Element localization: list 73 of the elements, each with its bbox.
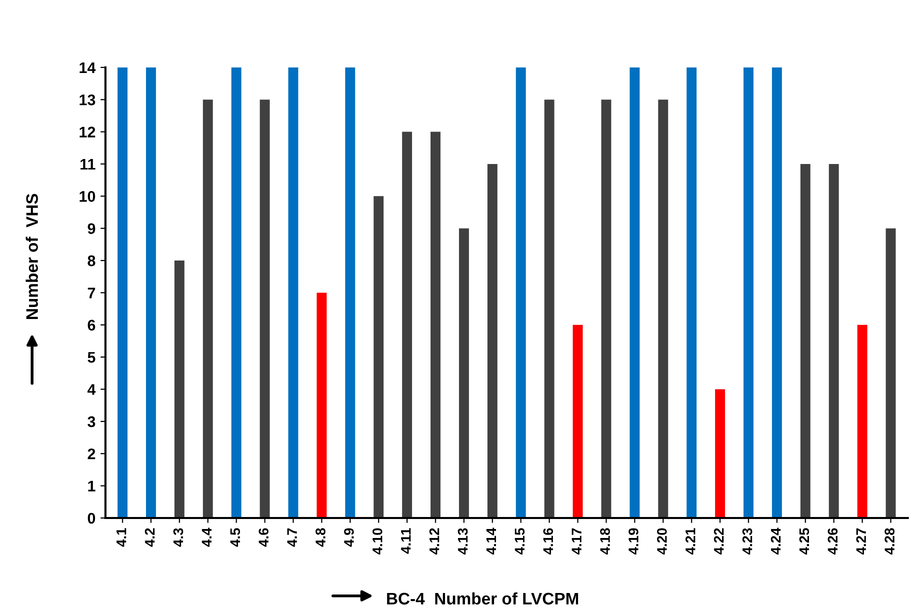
y-tick-label: 4: [87, 384, 96, 395]
x-tick-label: 4.18: [600, 528, 610, 555]
y-tick-label: 5: [88, 352, 96, 363]
y-tick-label: 3: [88, 416, 96, 428]
bar: [231, 67, 242, 518]
y-tick-label: 2: [88, 448, 96, 460]
x-tick-label: 4.16: [543, 528, 554, 555]
bar: [630, 67, 640, 518]
bar: [402, 132, 412, 518]
x-tick-label: 4.23: [742, 528, 752, 555]
bar: [146, 67, 156, 518]
y-tick-label: 10: [80, 191, 96, 202]
y-tick-label: 0: [88, 512, 96, 524]
x-tick-label: 4.21: [685, 528, 696, 555]
bar: [288, 67, 298, 518]
x-tick-label: 4.3: [173, 528, 184, 547]
y-tick-label: 7: [88, 288, 96, 298]
x-tick-label: 4.19: [628, 528, 638, 555]
x-tick-label: 4.8: [316, 528, 326, 547]
x-tick-label: 4.14: [486, 528, 496, 555]
y-tick-label: 14: [80, 62, 96, 73]
bar: [458, 228, 469, 518]
bar: [744, 67, 754, 518]
bar: [374, 196, 384, 518]
y-tick-label: 11: [80, 159, 96, 170]
y-tick-label: 6: [88, 320, 96, 331]
x-tick-label: 4.20: [657, 528, 667, 555]
bar: [886, 228, 896, 518]
x-tick-label: 4.27: [856, 528, 866, 555]
bar: [715, 389, 726, 518]
bar: [430, 132, 440, 518]
bar: [487, 164, 498, 518]
x-tick-label: 4.13: [458, 528, 468, 555]
bar: [800, 164, 810, 518]
x-tick-label: 4.4: [202, 528, 212, 547]
x-tick-label: 4.7: [287, 528, 297, 547]
x-axis-title: BC-4 Number of LVCPM: [387, 592, 578, 605]
x-tick-label: 4.6: [258, 528, 269, 547]
x-tick-label: 4.5: [230, 528, 240, 547]
y-tick-label: 9: [88, 223, 96, 234]
x-tick-label: 4.24: [770, 528, 781, 555]
x-tick-label: 4.2: [144, 528, 155, 547]
x-tick-label: 4.12: [429, 528, 440, 555]
x-tick-label: 4.9: [344, 528, 354, 547]
bar: [202, 100, 213, 518]
x-tick-label: 4.25: [799, 528, 810, 555]
y-axis-title: Number of VHS: [26, 194, 38, 319]
bar: [601, 100, 612, 518]
bar: [174, 260, 184, 518]
x-tick-label: 4.26: [828, 528, 838, 555]
bar: [658, 100, 668, 518]
bar: [857, 324, 868, 518]
bar: [828, 164, 839, 518]
bar: [572, 324, 583, 518]
bar: [260, 100, 270, 518]
bar: [772, 67, 782, 518]
y-tick-label: 13: [80, 94, 96, 106]
x-tick-label: 4.15: [514, 528, 525, 555]
bar: [544, 100, 554, 518]
x-tick-label: 4.1: [116, 528, 126, 547]
bar: [316, 292, 327, 518]
bar: [516, 67, 526, 518]
x-tick-label: 4.22: [714, 528, 724, 555]
y-tick-label: 12: [80, 126, 96, 138]
x-tick-label: 4.28: [884, 528, 894, 555]
y-tick-label: 1: [88, 480, 96, 492]
x-tick-label: 4.17: [572, 528, 582, 555]
bar: [345, 67, 356, 518]
y-tick-label: 8: [88, 255, 96, 266]
bar: [118, 67, 128, 518]
x-tick-label: 4.11: [401, 528, 411, 554]
x-tick-label: 4.10: [372, 528, 382, 555]
bar: [686, 67, 697, 518]
